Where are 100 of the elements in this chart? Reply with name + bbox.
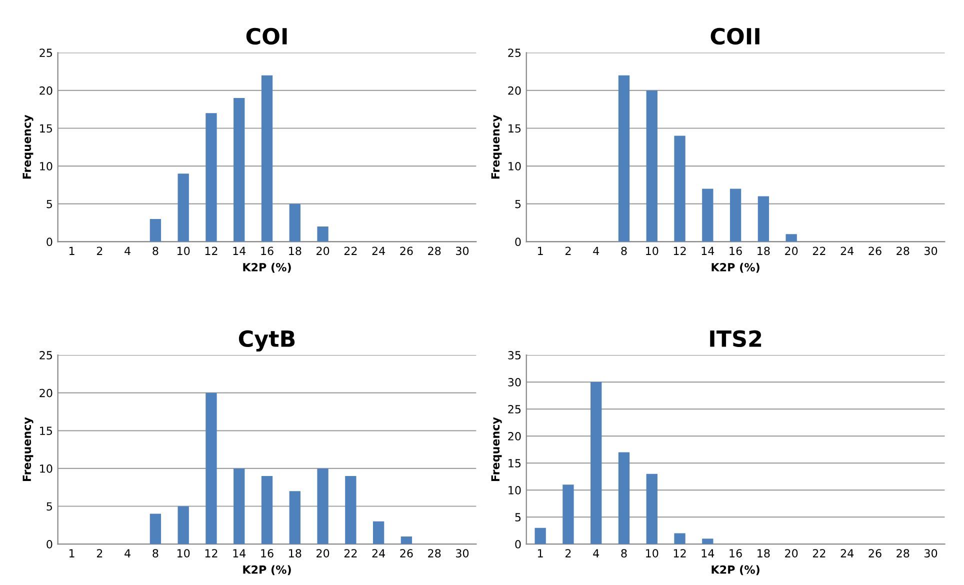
x-tick-label: 10 <box>646 549 658 558</box>
y-tick-label: 10 <box>40 162 52 170</box>
x-tick-label: 1 <box>538 549 543 558</box>
bar <box>372 521 384 544</box>
bar <box>400 536 412 544</box>
bar <box>178 506 189 544</box>
x-tick-label: 2 <box>96 246 102 255</box>
chart-title: CytB <box>238 330 295 352</box>
x-tick-label: 30 <box>456 549 469 558</box>
y-tick-label: 15 <box>40 426 52 436</box>
x-tick-label: 24 <box>372 246 386 255</box>
x-tick-label: 26 <box>400 549 413 558</box>
y-tick-label: 25 <box>40 48 52 58</box>
bar <box>234 98 245 242</box>
x-tick-label: 22 <box>344 549 357 558</box>
x-tick-label: 30 <box>924 246 938 256</box>
bar <box>702 538 714 544</box>
y-tick-label: 5 <box>46 502 52 511</box>
bar <box>206 392 217 544</box>
y-tick-label: 15 <box>40 124 52 133</box>
y-tick-label: 25 <box>40 351 52 360</box>
bar <box>317 226 328 242</box>
x-tick-label: 30 <box>456 246 469 256</box>
x-tick-label: 14 <box>702 549 714 558</box>
bar <box>674 533 686 544</box>
y-axis-title: Frequency <box>491 417 502 482</box>
x-tick-label: 28 <box>896 549 910 558</box>
x-tick-label: 30 <box>924 549 938 558</box>
y-tick-label: 20 <box>508 432 521 440</box>
y-axis-title: Frequency <box>491 114 502 179</box>
x-axis-title: K2P (%) <box>712 262 760 273</box>
x-tick-label: 18 <box>758 549 770 558</box>
bar <box>345 476 356 544</box>
y-axis-title: Frequency <box>22 417 34 482</box>
x-tick-label: 12 <box>674 549 686 558</box>
x-tick-label: 22 <box>812 549 826 558</box>
x-tick-label: 28 <box>428 246 441 256</box>
bar <box>534 528 546 544</box>
x-tick-label: 2 <box>96 549 102 558</box>
y-tick-label: 25 <box>508 405 521 414</box>
x-tick-label: 24 <box>372 549 386 558</box>
y-tick-label: 20 <box>40 86 52 95</box>
chart-title: COI <box>246 28 287 45</box>
y-tick-label: 15 <box>508 459 521 468</box>
bar <box>674 136 686 242</box>
x-tick-label: 16 <box>730 549 742 558</box>
x-tick-label: 20 <box>785 246 798 256</box>
x-tick-label: 4 <box>124 246 130 255</box>
x-axis-title: K2P (%) <box>243 565 291 576</box>
x-tick-label: 12 <box>674 246 686 255</box>
x-tick-label: 10 <box>177 549 190 558</box>
x-tick-label: 1 <box>69 549 74 558</box>
y-tick-label: 30 <box>508 378 521 386</box>
y-tick-label: 10 <box>508 162 521 170</box>
bar <box>590 382 602 544</box>
x-tick-label: 20 <box>785 549 798 558</box>
x-tick-label: 24 <box>840 549 854 558</box>
y-tick-label: 25 <box>508 48 521 58</box>
bar <box>289 204 300 242</box>
y-tick-label: 0 <box>515 238 521 246</box>
x-tick-label: 22 <box>812 246 826 255</box>
chart-title: COII <box>710 28 760 45</box>
y-tick-label: 15 <box>508 124 521 133</box>
x-tick-label: 4 <box>593 246 600 255</box>
y-tick-label: 35 <box>508 351 521 360</box>
x-tick-label: 8 <box>152 246 158 256</box>
x-tick-label: 26 <box>868 549 882 558</box>
x-tick-label: 14 <box>233 246 246 255</box>
bar <box>289 491 300 544</box>
x-tick-label: 12 <box>205 246 218 255</box>
x-tick-label: 28 <box>428 549 441 558</box>
x-tick-label: 18 <box>758 246 770 256</box>
x-axis-title: K2P (%) <box>712 565 760 576</box>
y-tick-label: 5 <box>515 200 521 208</box>
bar <box>261 75 273 242</box>
x-tick-label: 18 <box>289 246 302 256</box>
bar <box>646 474 658 544</box>
x-tick-label: 10 <box>177 246 190 256</box>
y-tick-label: 5 <box>515 513 521 522</box>
x-tick-label: 2 <box>565 246 571 255</box>
bar <box>150 218 162 242</box>
bar <box>261 476 273 544</box>
chart-title: ITS2 <box>710 330 762 348</box>
bar <box>317 468 328 544</box>
bar <box>758 196 770 242</box>
bar <box>730 188 742 242</box>
bar <box>786 234 797 242</box>
y-tick-label: 5 <box>46 200 52 208</box>
x-tick-label: 18 <box>289 549 302 558</box>
y-tick-label: 0 <box>515 540 521 548</box>
y-tick-label: 20 <box>40 388 52 398</box>
x-tick-label: 26 <box>400 246 413 256</box>
bar <box>150 514 162 544</box>
x-tick-label: 22 <box>344 246 357 255</box>
x-tick-label: 4 <box>593 549 600 558</box>
x-tick-label: 24 <box>840 246 854 255</box>
x-tick-label: 16 <box>261 549 274 558</box>
bar <box>618 452 630 544</box>
x-tick-label: 8 <box>621 246 627 256</box>
x-tick-label: 1 <box>538 246 543 255</box>
